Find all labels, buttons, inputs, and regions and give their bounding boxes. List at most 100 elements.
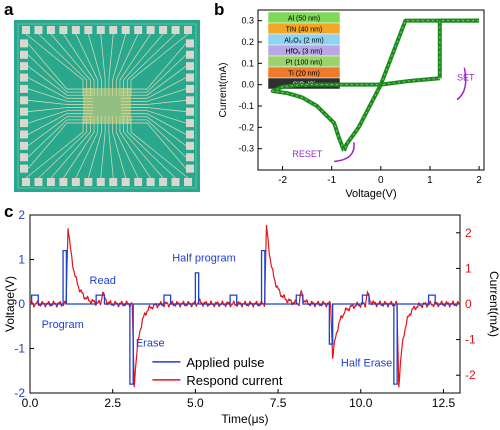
bond-pad xyxy=(171,26,180,34)
bond-pad xyxy=(121,26,130,34)
bond-pad xyxy=(186,84,194,93)
bond-pad xyxy=(20,119,28,128)
panel-c-letter: c xyxy=(4,202,14,221)
x-tick-label: 0 xyxy=(378,175,384,186)
y-right-tick-label: -2 xyxy=(465,368,476,382)
layer-stack-legend: Al (50 nm) TiN (40 nm) Al₂O₃ (2 nm) HfOₓ (3… xyxy=(267,11,341,90)
bond-pad xyxy=(146,178,155,186)
bond-pad xyxy=(20,153,28,162)
bond-pad xyxy=(20,84,28,93)
y-tick-label: 0.2 xyxy=(241,37,254,47)
bond-pad xyxy=(186,141,194,150)
y-right-tick-label: 0 xyxy=(465,297,472,311)
iv-series-markers-3 xyxy=(270,84,381,151)
iv-series-2 xyxy=(342,76,440,152)
bond-pad xyxy=(109,26,118,34)
bond-pad xyxy=(71,178,80,186)
chip-border xyxy=(17,23,197,189)
bond-pad xyxy=(121,178,130,186)
x-tick-label: 0.0 xyxy=(22,396,39,410)
bond-pad xyxy=(34,178,43,186)
bond-pad xyxy=(159,26,168,34)
stack-layer-label: Al (50 nm) xyxy=(288,15,320,22)
y-left-tick-label: -1 xyxy=(14,342,25,356)
half-erase-annotation: Half Erase xyxy=(341,357,392,369)
stack-layer-label: Al₂O₃ (2 nm) xyxy=(284,37,323,44)
y-tick-label: -0.3 xyxy=(238,144,254,154)
y-left-tick-label: -2 xyxy=(14,386,25,400)
pulse-chart: 0.0 2.5 5.0 7.5 10.0 12.5 -2 -1 0 1 2 -2 -1 0 1 2 Time(μ… xyxy=(3,208,500,426)
x-tick-label: 10.0 xyxy=(349,396,373,410)
erase-annotation: Erase xyxy=(136,337,165,349)
y-tick-label: 0.1 xyxy=(241,58,254,68)
x-tick-label: 12.5 xyxy=(432,396,456,410)
x-tick-label: 1 xyxy=(427,175,433,186)
bond-pad xyxy=(20,62,28,71)
y-left-tick-label: 0 xyxy=(18,297,25,311)
y-tick-label: 0.3 xyxy=(241,16,254,26)
panel-b-letter: b xyxy=(214,0,225,19)
bond-pad xyxy=(159,178,168,186)
bond-pad xyxy=(186,73,194,82)
read-annotation: Read xyxy=(90,275,116,287)
y-left-axis-label: Voltage(V) xyxy=(3,276,17,332)
y-right-tick-label: 1 xyxy=(465,261,472,275)
bond-pad xyxy=(134,178,143,186)
chip-photo xyxy=(14,20,200,192)
y-tick-label: -0.1 xyxy=(238,101,254,111)
bond-pad xyxy=(186,96,194,105)
bond-pad xyxy=(46,178,55,186)
bond-pad xyxy=(22,178,30,186)
bond-pad xyxy=(20,39,28,48)
stack-layer-label: TiN (40 nm) xyxy=(286,26,323,33)
half-program-annotation: Half program xyxy=(172,253,236,265)
bond-pad xyxy=(171,178,180,186)
x-tick-label: -2 xyxy=(278,175,287,186)
bond-pad xyxy=(20,73,28,82)
bond-pad xyxy=(186,39,194,48)
bond-pad xyxy=(109,178,118,186)
bond-pad xyxy=(184,178,192,186)
x-tick-label: 5.0 xyxy=(187,396,204,410)
iv-chart: Al (50 nm) TiN (40 nm) Al₂O₃ (2 nm) HfOₓ (3… xyxy=(218,9,485,200)
bond-pad xyxy=(96,178,105,186)
crossbar-array xyxy=(83,88,131,124)
program-annotation: Program xyxy=(42,319,84,331)
bond-pad xyxy=(20,130,28,139)
bond-pad xyxy=(20,96,28,105)
bond-pad xyxy=(186,153,194,162)
bond-pad xyxy=(59,26,68,34)
bond-pad xyxy=(34,26,43,34)
bond-pad xyxy=(22,26,30,34)
y-left-tick-label: 1 xyxy=(18,253,25,267)
y-right-tick-label: 2 xyxy=(465,226,472,240)
x-tick-label: 2.5 xyxy=(104,396,121,410)
set-arrow xyxy=(456,67,467,101)
bond-pad xyxy=(186,107,194,116)
bond-pad xyxy=(71,26,80,34)
y-right-tick-label: -1 xyxy=(465,333,476,347)
bond-pad xyxy=(84,178,93,186)
bond-pad xyxy=(20,107,28,116)
bond-pad xyxy=(96,26,105,34)
y-tick-label: 0.0 xyxy=(241,80,254,90)
bond-pad xyxy=(146,26,155,34)
bond-pad xyxy=(20,50,28,59)
y-axis-label: Current(mA) xyxy=(218,62,229,117)
bond-pad xyxy=(186,164,194,173)
y-left-tick-label: 2 xyxy=(18,208,25,222)
legend-pulse-label: Applied pulse xyxy=(186,355,264,370)
iv-series-markers-1 xyxy=(439,20,480,79)
bond-pad xyxy=(186,50,194,59)
x-tick-label: 2 xyxy=(476,175,482,186)
reset-annotation: RESET xyxy=(292,149,323,159)
legend-current-label: Respond current xyxy=(186,373,282,388)
bond-pad xyxy=(186,62,194,71)
stack-layer-label: HfOₓ (3 nm) xyxy=(286,48,323,55)
plot-frame xyxy=(257,9,485,171)
bond-pad xyxy=(59,178,68,186)
bond-pad xyxy=(20,164,28,173)
bond-pad xyxy=(186,130,194,139)
bond-pad xyxy=(186,119,194,128)
x-tick-label: 7.5 xyxy=(270,396,287,410)
